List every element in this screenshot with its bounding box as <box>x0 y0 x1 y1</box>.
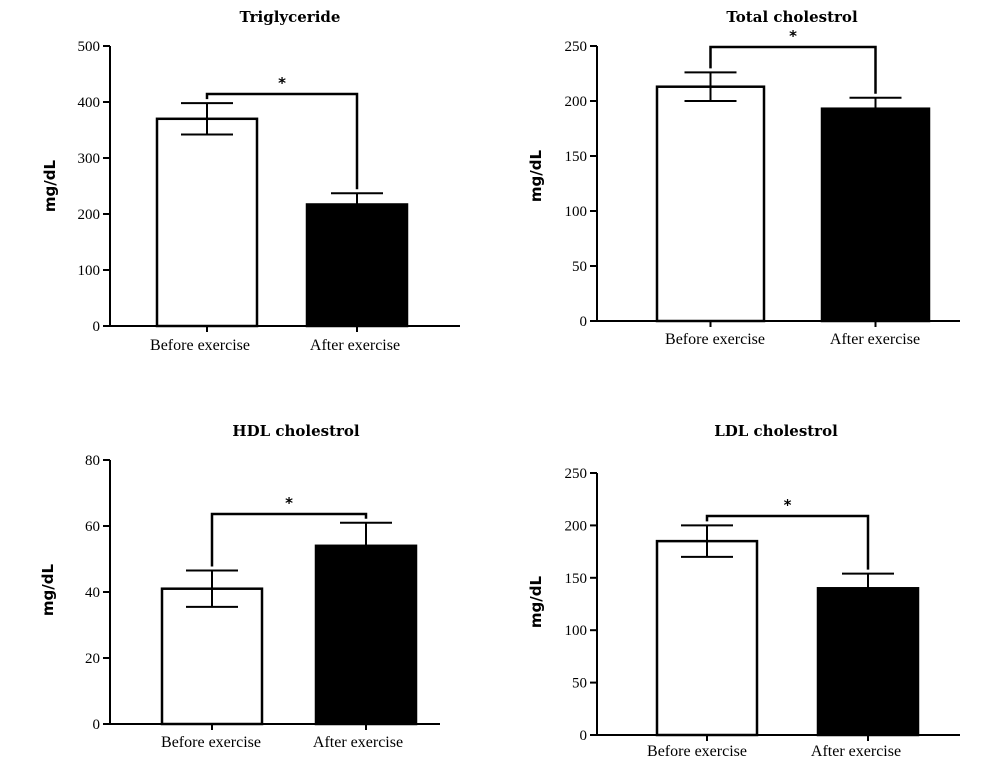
y-tick-label: 500 <box>78 39 101 55</box>
chart-total-cholestrol: Total cholestrol mg/dL * Before exercise… <box>527 8 960 348</box>
y-axis-label: mg/dL <box>527 575 545 628</box>
y-tick-label: 250 <box>565 466 588 482</box>
y-axis-label: mg/dL <box>39 563 57 616</box>
y-tick-label: 200 <box>565 518 588 534</box>
bars <box>655 85 931 323</box>
chart-title: HDL cholestrol <box>232 422 360 440</box>
y-tick-label: 100 <box>78 263 101 279</box>
x-tick-label: After exercise <box>310 337 400 354</box>
y-tick-label: 40 <box>85 585 100 601</box>
bracket-line <box>205 92 359 190</box>
chart-title: Total cholestrol <box>726 8 858 26</box>
y-tick-label: 60 <box>85 519 100 535</box>
significance-bracket <box>705 514 870 570</box>
bars <box>155 117 409 328</box>
y-tick-label: 200 <box>78 207 101 223</box>
bar <box>820 107 931 323</box>
significance-marker: * <box>784 496 792 514</box>
y-tick-label: 150 <box>565 149 588 165</box>
bar <box>305 203 409 328</box>
y-tick-label: 400 <box>78 95 101 111</box>
chart-triglyceride: Triglyceride mg/dL * Before exercise Aft… <box>41 8 460 354</box>
y-axis-label: mg/dL <box>41 159 59 212</box>
error-bars <box>181 102 383 216</box>
y-axis-label: mg/dL <box>527 149 545 202</box>
bars <box>655 539 920 737</box>
chart-title: Triglyceride <box>240 8 341 26</box>
bar <box>816 587 920 737</box>
y-tick-label: 50 <box>572 676 587 692</box>
significance-bracket <box>205 92 359 190</box>
y-tick-label: 20 <box>85 651 100 667</box>
bar <box>155 117 259 328</box>
y-tick-label: 0 <box>580 728 588 744</box>
bar <box>655 85 766 323</box>
chart-hdl-cholestrol: HDL cholestrol mg/dL * Before exercise A… <box>39 422 440 751</box>
bracket-line <box>709 45 877 94</box>
x-tick-label: Before exercise <box>161 734 261 751</box>
significance-bracket <box>210 512 368 567</box>
y-tick-label: 0 <box>580 314 588 330</box>
y-tick-label: 0 <box>93 319 101 335</box>
x-tick-label: After exercise <box>313 734 403 751</box>
bars <box>160 544 418 726</box>
y-tick-label: 200 <box>565 94 588 110</box>
significance-marker: * <box>789 27 797 45</box>
y-tick-label: 250 <box>565 39 588 55</box>
error-bars <box>681 524 894 603</box>
x-tick-label: Before exercise <box>647 743 747 760</box>
y-tick-label: 50 <box>572 259 587 275</box>
error-bars <box>684 71 902 120</box>
bracket-line <box>210 512 368 567</box>
bar <box>655 539 759 737</box>
bar <box>314 544 418 726</box>
chart-title: LDL cholestrol <box>714 422 838 440</box>
y-tick-label: 100 <box>565 204 588 220</box>
bracket-line <box>705 514 870 570</box>
chart-ldl-cholestrol: LDL cholestrol mg/dL * Before exercise A… <box>527 422 960 760</box>
x-tick-label: Before exercise <box>665 331 765 348</box>
significance-bracket <box>709 45 877 94</box>
significance-marker: * <box>285 494 293 512</box>
x-tick-label: Before exercise <box>150 337 250 354</box>
y-tick-label: 150 <box>565 571 588 587</box>
significance-marker: * <box>278 74 286 92</box>
x-tick-label: After exercise <box>811 743 901 760</box>
y-tick-label: 80 <box>85 453 100 469</box>
x-tick-label: After exercise <box>830 331 920 348</box>
error-bars <box>186 521 392 608</box>
y-tick-label: 100 <box>565 623 588 639</box>
bar <box>160 587 264 726</box>
y-tick-label: 0 <box>93 717 101 733</box>
y-tick-label: 300 <box>78 151 101 167</box>
